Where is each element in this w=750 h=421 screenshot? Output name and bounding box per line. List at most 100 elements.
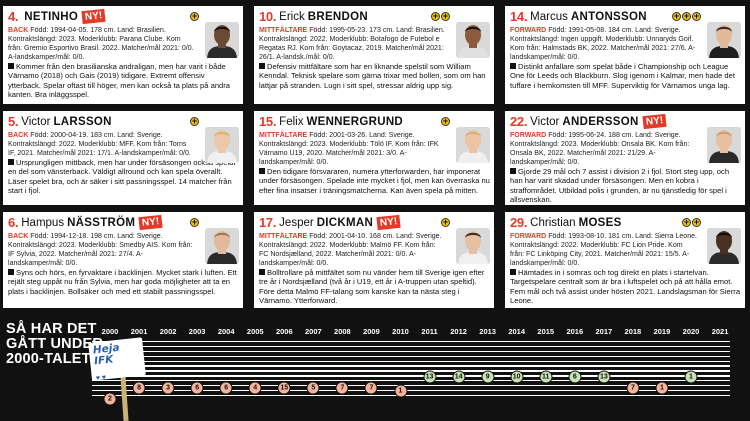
player-position: FORWARD xyxy=(510,231,547,240)
timeline-title: SÅ HAR DET GÅTT UNDER 2000-TALET xyxy=(6,322,103,367)
season-position-dot: 8 xyxy=(132,381,146,395)
rating-star-icon xyxy=(190,115,199,127)
player-first-name: Felix xyxy=(279,115,304,128)
player-description: Syns och hörs, en fyrvaktare i backlinje… xyxy=(8,268,239,296)
player-header: 29. Christian MOSES xyxy=(510,215,741,230)
player-header: 6. Hampus NÄSSTRÖM NY! xyxy=(8,214,239,231)
player-card: 4. NETINHO NY! BACK Född: 1994-04-05. 17… xyxy=(3,6,243,104)
player-bio: BACK Född: 2000-04-19. 183 cm. Land: Sve… xyxy=(8,130,234,157)
player-first-name: Victor xyxy=(21,115,51,128)
player-card: 15. Felix WENNERGRUND MITTFÄLTARE Född: … xyxy=(254,111,494,205)
player-description-text: Gjorde 29 mål och 7 assist i division 2 … xyxy=(510,167,730,205)
player-photo xyxy=(205,228,239,264)
player-photo xyxy=(707,22,741,58)
player-bio-text: Född: 1994-04-05. 178 cm. Land: Brasilie… xyxy=(8,25,194,61)
player-description: Defensiv mittfältare som har en liknande… xyxy=(259,62,490,90)
rating-star-icon xyxy=(672,10,681,22)
bullet-square-icon xyxy=(259,63,265,69)
player-card: 22. Victor ANDERSSON NY! FORWARD Född: 1… xyxy=(505,111,745,205)
player-description: Den tidigare försvararen, numera ytterfo… xyxy=(259,167,490,195)
new-player-badge: NY! xyxy=(376,214,401,231)
player-last-name: DICKMAN xyxy=(316,216,374,229)
rating-stars xyxy=(441,115,450,127)
rating-stars xyxy=(190,10,199,22)
season-position-dot: 3 xyxy=(161,381,175,395)
timeline-year: 2006 xyxy=(275,327,293,336)
season-position-dot: 1 xyxy=(655,381,669,395)
heja-ifk-sign: Heja IFK ♥ ♥ xyxy=(88,337,146,382)
bullet-square-icon xyxy=(8,269,14,275)
player-description: Bolltrollare på mittfältet som nu vänder… xyxy=(259,268,490,306)
player-bio: MITTFÄLTARE Född: 2001-03-26. Land: Sver… xyxy=(259,130,485,166)
season-position-dot: 1 xyxy=(394,384,407,398)
timeline-title-line: GÅTT UNDER xyxy=(6,336,104,352)
timeline-years: 2000 2001 2002 2003 2004 2005 2006 2007 2008 2009… xyxy=(90,327,740,337)
player-first-name: Victor xyxy=(530,115,560,128)
player-header: 17. Jesper DICKMAN NY! xyxy=(259,214,490,231)
timeline-year: 2017 xyxy=(595,327,613,336)
timeline-year: 2020 xyxy=(682,327,700,336)
rating-stars xyxy=(431,10,450,22)
player-bio: MITTFÄLTARE Född: 1995-05-23. 173 cm. La… xyxy=(259,25,485,61)
timeline-year: 2018 xyxy=(624,327,642,336)
player-bio: FORWARD Född: 1993-08-10. 181 cm. Land: … xyxy=(510,231,736,267)
player-description-text: Den tidigare försvararen, numera ytterfo… xyxy=(259,167,490,195)
player-first-name: Marcus xyxy=(530,10,568,23)
player-card: 14. Marcus ANTONSSON FORWARD Född: 1991-… xyxy=(505,6,745,104)
player-description-text: Distinkt anfallare som spelat både i Cha… xyxy=(510,62,735,90)
timeline-year: 2016 xyxy=(566,327,584,336)
rating-star-icon xyxy=(441,115,450,127)
rating-star-icon xyxy=(692,216,701,228)
season-position-dot: 5 xyxy=(306,381,320,395)
player-position: BACK xyxy=(8,130,29,139)
timeline-year: 2002 xyxy=(159,327,177,336)
sign-text-line: IFK xyxy=(93,353,114,368)
timeline-positions: 2 8 3 6 6 4 15 5 7 7 1 13 14 9 10 11 6 13 7 1 1 xyxy=(0,368,750,406)
player-header: 22. Victor ANDERSSON NY! xyxy=(510,113,741,130)
player-bio-text: Född: 1995-06-24. 188 cm. Land: Sverige.… xyxy=(510,130,690,166)
timeline-year: 2015 xyxy=(537,327,555,336)
bullet-square-icon xyxy=(510,63,516,69)
timeline-year: 2003 xyxy=(188,327,206,336)
player-description: Distinkt anfallare som spelat både i Cha… xyxy=(510,62,741,90)
player-number: 17. xyxy=(259,215,277,230)
player-bio-text: Född: 2000-04-19. 183 cm. Land: Sverige.… xyxy=(8,130,191,157)
rating-star-icon xyxy=(441,216,450,228)
rating-stars xyxy=(190,115,199,127)
season-position-dot: 6 xyxy=(190,381,204,395)
bullet-square-icon xyxy=(8,63,14,69)
player-position: MITTFÄLTARE xyxy=(259,231,308,240)
rating-star-icon xyxy=(692,10,701,22)
timeline-year: 2014 xyxy=(508,327,526,336)
new-player-badge: NY! xyxy=(641,113,667,130)
timeline-title-line: SÅ HAR DET xyxy=(6,321,97,337)
season-position-dot: 7 xyxy=(335,381,349,395)
player-last-name: NÄSSTRÖM xyxy=(67,216,136,229)
season-position-dot: 9 xyxy=(481,370,495,384)
player-photo xyxy=(456,127,490,163)
player-photo xyxy=(456,22,490,58)
player-card: 6. Hampus NÄSSTRÖM NY! BACK Född: 1994-1… xyxy=(3,212,243,308)
player-photo xyxy=(707,228,741,264)
player-photo xyxy=(707,127,741,163)
player-first-name: Jesper xyxy=(279,216,314,229)
player-position: BACK xyxy=(8,231,29,240)
season-position-dot: 13 xyxy=(597,370,611,384)
player-number: 10. xyxy=(259,9,277,24)
season-position-dot: 2 xyxy=(103,392,117,406)
player-first-name: Erick xyxy=(279,10,305,23)
player-number: 15. xyxy=(259,114,277,129)
timeline-year: 2008 xyxy=(334,327,351,336)
player-description: Hämtades in i somras och tog direkt en p… xyxy=(510,268,741,306)
bullet-square-icon xyxy=(510,269,516,275)
player-card: 10. Erick BRENDON MITTFÄLTARE Född: 1995… xyxy=(254,6,494,104)
player-last-name: NETINHO xyxy=(24,10,79,23)
rating-stars xyxy=(190,216,199,228)
player-description-text: Kommer från den brasilianska andraligan,… xyxy=(8,62,231,100)
timeline-year: 2005 xyxy=(246,327,264,336)
player-bio-text: Född: 1993-08-10. 181 cm. Land: Sierra L… xyxy=(510,231,698,267)
player-card: 17. Jesper DICKMAN NY! MITTFÄLTARE Född:… xyxy=(254,212,494,308)
season-position-dot: 7 xyxy=(364,381,378,395)
rating-star-icon xyxy=(190,10,199,22)
timeline-year: 2012 xyxy=(450,327,467,336)
